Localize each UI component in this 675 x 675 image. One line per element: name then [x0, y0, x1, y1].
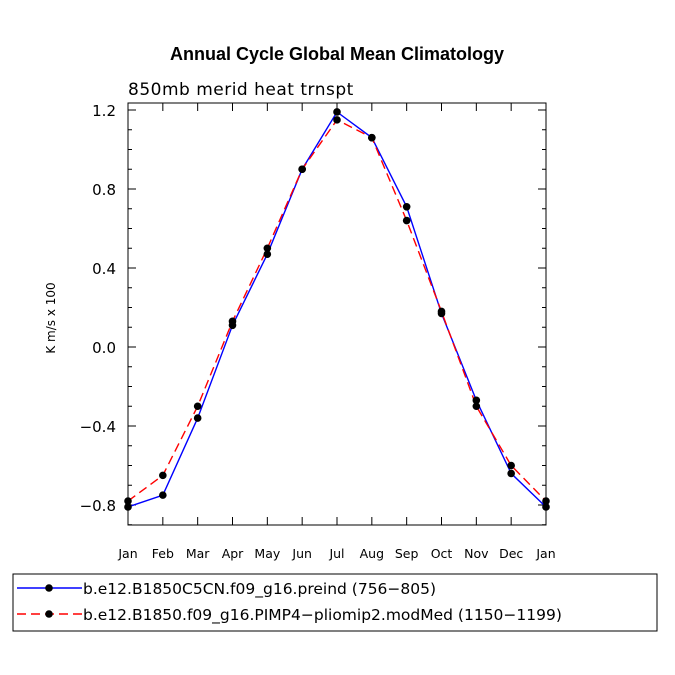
series-1-point [193, 414, 202, 422]
x-tick-label: Oct [431, 546, 453, 561]
x-tick-label: Mar [186, 546, 210, 561]
series-1-point [507, 469, 515, 478]
series-2-point [472, 402, 481, 411]
series-2-point [228, 317, 237, 326]
series-2-point [333, 116, 341, 124]
x-tick-label: Jul [328, 546, 344, 561]
legend: b.e12.B1850C5CN.f09_g16.preind (756−805)… [17, 580, 562, 625]
x-tick-label: Jan [117, 546, 137, 561]
series-1-point [333, 108, 341, 116]
x-tick-label: Dec [499, 546, 523, 561]
series-2-point [437, 307, 446, 316]
legend-label-1: b.e12.B1850C5CN.f09_g16.preind (756−805) [83, 580, 436, 599]
series-line-2 [127, 118, 547, 502]
series-2-point [124, 497, 132, 505]
series-line-1 [127, 110, 547, 508]
legend-label-2: b.e12.B1850.f09_g16.PIMP4−pliomip2.modMe… [83, 606, 562, 625]
legend-marker-1 [45, 584, 53, 592]
legend-marker-2 [45, 610, 53, 618]
y-tick-label: 0.8 [92, 181, 116, 199]
series-1-point [472, 396, 481, 405]
series-2-point [507, 461, 515, 470]
y-axis-label: K m/s x 100 [44, 282, 58, 353]
series-2-point [542, 497, 550, 505]
x-tick-label: Feb [152, 546, 174, 561]
series-1-point [263, 250, 272, 258]
series-layer [124, 108, 550, 511]
series-2-point [368, 133, 376, 142]
y-tick-label: 0.0 [92, 339, 116, 357]
plot-frame [127, 102, 547, 526]
series-2-point [193, 402, 202, 411]
legend-box [12, 573, 658, 632]
x-tick-label: Aug [360, 546, 384, 561]
chart-title: Annual Cycle Global Mean Climatology [170, 44, 504, 64]
series-2-point [402, 216, 411, 225]
x-tick-label: Apr [222, 546, 244, 561]
x-tick-label: Jan [535, 546, 555, 561]
series-1-point [402, 202, 411, 211]
series-2-point [298, 165, 306, 174]
y-tick-label: 1.2 [92, 102, 116, 120]
series-2-point [159, 471, 167, 480]
y-tick-label: 0.4 [92, 260, 116, 278]
series-1-point [159, 491, 167, 499]
y-tick-label: −0.4 [80, 418, 116, 436]
y-tick-label: −0.8 [80, 497, 116, 515]
x-tick-label: May [254, 546, 280, 561]
x-tick-label: Nov [464, 546, 489, 561]
series-1-point [542, 503, 550, 511]
axis-ticks: −0.8 −0.4 0.0 0.4 0.8 1.2 Jan Feb Mar Apr May Jun Ju… [80, 102, 556, 561]
series-1-point [124, 503, 132, 511]
x-tick-label: Jun [291, 546, 312, 561]
x-tick-label: Sep [395, 546, 419, 561]
chart-subtitle: 850mb merid heat trnspt [128, 80, 354, 100]
series-2-point [263, 244, 272, 253]
